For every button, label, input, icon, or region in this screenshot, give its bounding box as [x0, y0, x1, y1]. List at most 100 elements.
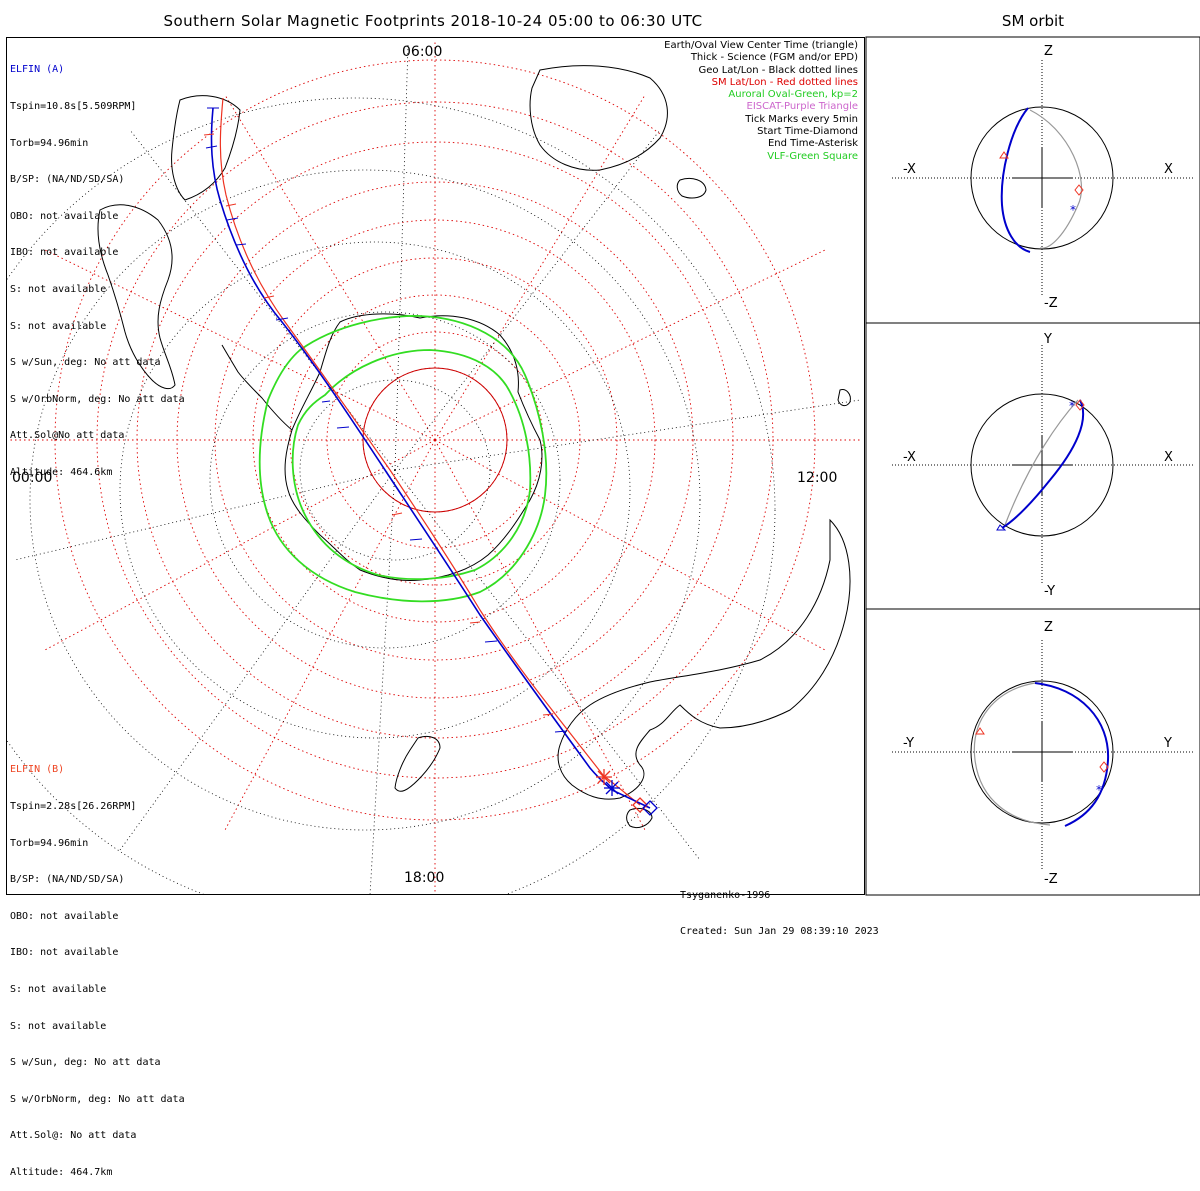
panel1-top-label: Z [1044, 44, 1053, 59]
time-label-bottom: 18:00 [404, 870, 445, 886]
elfin-a-line: S: not available [10, 283, 107, 295]
panel1-left-label: -X [903, 162, 916, 177]
elfin-a-end-asterisk [604, 780, 620, 796]
elfin-b-line: S: not available [10, 1020, 107, 1032]
panel2-top-label: Y [1044, 332, 1052, 347]
geo-lat-circle [7, 97, 776, 894]
orbit-far-side [1029, 109, 1082, 249]
legend-item: EISCAT-Purple Triangle [746, 101, 859, 113]
orbit-center-triangle [999, 151, 1009, 159]
plot-title: Southern Solar Magnetic Footprints 2018-… [163, 12, 703, 30]
sm-lon-line [434, 439, 646, 831]
sm-lon-line [434, 94, 646, 441]
elfin-a-track [210, 107, 651, 809]
orbit-near-side [1001, 399, 1085, 529]
orbit-end-asterisk: * [1070, 203, 1076, 217]
elfin-b-line: S: not available [10, 983, 107, 995]
geo-grid [7, 44, 861, 894]
time-label-top: 06:00 [402, 44, 443, 60]
geo-lon-line [394, 469, 701, 861]
legend-item: SM Lat/Lon - Red dotted lines [711, 76, 858, 88]
panel3-top-label: Z [1044, 620, 1053, 635]
elfin-b-line: Tspin=2.28s[26.26RPM] [10, 801, 137, 812]
sm-lon-line [434, 439, 826, 651]
elfin-a-line: B/SP: (NA/ND/SD/SA) [10, 174, 125, 186]
south-america-coastline-2 [171, 95, 241, 201]
panel1-right-label: X [1164, 162, 1173, 177]
panel3-right-label: Y [1164, 736, 1172, 751]
sm-lon-line [224, 439, 436, 831]
map-footer: Tsyganenko-1996 Created: Sun Jan 29 08:3… [680, 866, 879, 950]
orbit-near-side [1034, 682, 1110, 827]
legend-item: End Time-Asterisk [767, 138, 858, 150]
panel1-bottom-label: -Z [1044, 296, 1058, 311]
sm-lon-line [44, 249, 436, 441]
africa-coastline [529, 65, 668, 171]
orbit-start-diamond [1075, 399, 1085, 411]
orbit-end-asterisk: * [1069, 399, 1075, 413]
elfin-b-line: Torb=94.96min [10, 837, 89, 849]
created-timestamp: Created: Sun Jan 29 08:39:10 2023 [680, 926, 879, 937]
orbit-center-triangle [975, 727, 985, 735]
geo-lon-line [369, 469, 396, 894]
geo-lat-circle [209, 311, 561, 649]
elfin-b-track [219, 97, 641, 806]
antarctica-coastline [284, 313, 543, 581]
footprint-map-frame [6, 37, 865, 895]
elfin-b-line: OBO: not available [10, 910, 119, 922]
time-label-right: 12:00 [797, 470, 838, 486]
earth-circle [970, 106, 1114, 250]
elfin-a-line: Altitude: 464.6km [10, 466, 113, 478]
madagascar-coastline [676, 177, 707, 199]
geo-lat-circle [299, 379, 491, 561]
elfin-a-line: S w/Sun, deg: No att data [10, 357, 161, 369]
elfin-a-line: Att.Sol@No att data [10, 430, 125, 442]
new-zealand-coastline [394, 735, 441, 792]
elfin-b-line: B/SP: (NA/ND/SD/SA) [10, 874, 125, 886]
orbit-start-diamond [1074, 184, 1084, 196]
panel2-left-label: -X [903, 450, 916, 465]
elfin-b-info: ELFIN (B) Tspin=2.28s[26.26RPM] Torb=94.… [10, 740, 185, 1191]
panel3-left-label: -Y [903, 736, 915, 751]
elfin-b-line: IBO: not available [10, 947, 119, 959]
sm-lon-line [44, 439, 436, 651]
orbit-far-side [973, 682, 1051, 826]
elfin-b-line: Altitude: 464.7km [10, 1166, 113, 1178]
footprint-map: * * * [7, 36, 1200, 896]
elfin-b-name: ELFIN (B) [10, 764, 65, 776]
sm-longitude-grid [10, 40, 860, 894]
geo-lat-circle [29, 169, 701, 831]
legend-item: Geo Lat/Lon - Black dotted lines [698, 64, 858, 76]
south-america-coastline [97, 204, 176, 390]
coastlines [97, 65, 851, 829]
panel2-right-label: X [1164, 450, 1173, 465]
sm-lat-circle [214, 219, 656, 661]
elfin-a-line: Tspin=10.8s[5.509RPM] [10, 101, 137, 112]
earth-circle [970, 680, 1114, 824]
antarctic-peninsula-coastline [221, 344, 293, 431]
orbit-center-triangle [996, 524, 1007, 531]
geo-lon-line [394, 399, 861, 471]
elfin-a-line: S: not available [10, 320, 107, 332]
orbit-start-diamond [1099, 761, 1109, 773]
model-label: Tsyganenko-1996 [680, 890, 771, 901]
legend-item: Thick - Science (FGM and/or EPD) [690, 52, 858, 64]
elfin-a-name: ELFIN (A) [10, 64, 65, 76]
earth-circle [970, 393, 1114, 537]
sm-lat-circle [252, 257, 618, 623]
elfin-a-tick-marks [205, 107, 568, 733]
elfin-b-end-asterisk [596, 769, 612, 785]
orbit-title: SM orbit [1001, 12, 1065, 30]
orbit-end-asterisk: * [1096, 783, 1102, 797]
elfin-a-line: OBO: not available [10, 210, 119, 222]
geo-lon-line [394, 44, 409, 471]
elfin-b-tick-marks [203, 133, 554, 716]
map-legend: Earth/Oval View Center Time (triangle) T… [664, 40, 858, 163]
panel2-bottom-label: -Y [1044, 584, 1056, 599]
elfin-b-start-diamond [632, 797, 648, 813]
legend-item: VLF-Green Square [767, 150, 858, 162]
orbit-panel-yz: * [865, 608, 1200, 896]
elfin-a-info: ELFIN (A) Tspin=10.8s[5.509RPM] Torb=94.… [10, 40, 185, 491]
time-label-left: 00:00 [12, 470, 53, 486]
geo-lat-circle [119, 241, 631, 739]
